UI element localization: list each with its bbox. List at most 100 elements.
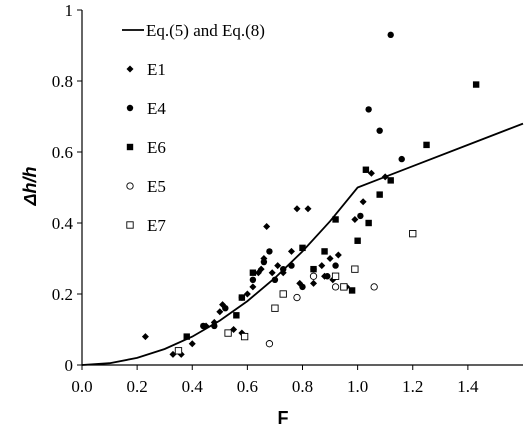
series-E7 [174, 229, 417, 355]
data-point [334, 251, 342, 259]
data-point [249, 276, 257, 283]
x-tick-label: 0.6 [237, 377, 258, 396]
data-point [332, 262, 339, 269]
data-point [268, 269, 276, 277]
data-point [240, 332, 249, 341]
data-point [279, 290, 287, 298]
data-point [362, 166, 370, 173]
data-point [332, 216, 339, 223]
data-point [200, 322, 207, 330]
data-point [351, 265, 359, 273]
legend-label: E5 [147, 177, 166, 196]
data-point [376, 191, 383, 198]
data-point [222, 305, 229, 312]
data-point [188, 340, 196, 348]
data-point [230, 326, 238, 333]
data-point [365, 219, 372, 227]
data-point [249, 283, 257, 291]
data-point [398, 155, 405, 163]
y-tick-label: 1 [65, 1, 74, 20]
data-point [233, 312, 240, 319]
data-point [224, 329, 232, 337]
legend: Eq.(5) and Eq.(8) E1 E4 E6 E5 E7 [122, 21, 265, 235]
data-point [309, 272, 318, 280]
data-point [260, 258, 268, 266]
data-point [318, 262, 326, 270]
data-point [387, 31, 394, 39]
data-point [183, 333, 190, 340]
data-point [472, 81, 480, 88]
y-tick-label: 0.8 [52, 72, 73, 91]
data-point [370, 283, 378, 291]
data-point [359, 198, 367, 206]
series-E6 [183, 81, 480, 340]
legend-label: E1 [147, 60, 166, 79]
data-point [365, 106, 372, 113]
legend-label: E4 [147, 99, 166, 118]
data-point [249, 269, 257, 276]
axes: 0.0 0.2 0.4 0.6 0.8 1.0 1.2 1.4 0 0.2 0.4 0.6 0.8 1 [52, 1, 523, 396]
legend-marker [126, 65, 134, 73]
data-point [321, 248, 328, 255]
data-point [423, 141, 430, 149]
data-point [293, 293, 301, 302]
data-point [387, 177, 394, 184]
data-point [266, 248, 273, 255]
series-E5 [265, 272, 378, 348]
data-point [265, 340, 274, 348]
data-point [216, 308, 224, 316]
y-tick-label: 0.4 [52, 214, 74, 233]
legend-marker [126, 104, 134, 112]
y-axis-title: Δh/h [20, 166, 40, 206]
data-point [287, 247, 295, 255]
y-tick-label: 0.2 [52, 285, 73, 304]
data-point [331, 283, 340, 291]
data-point [211, 322, 218, 330]
data-point [331, 272, 340, 280]
data-point [280, 265, 287, 273]
model-curve-line [81, 122, 524, 366]
y-tick-label: 0.6 [52, 143, 73, 162]
legend-marker [126, 182, 134, 190]
x-tick-label: 1.0 [347, 377, 368, 396]
data-point [271, 276, 279, 283]
data-point [169, 350, 177, 358]
x-tick-label: 1.2 [402, 377, 423, 396]
data-point [299, 283, 306, 291]
data-point [310, 279, 318, 287]
data-point [367, 169, 375, 177]
data-point [357, 212, 364, 220]
data-point [299, 244, 306, 252]
data-point [348, 287, 356, 294]
x-tick-label: 0.0 [71, 377, 92, 396]
data-point [243, 290, 251, 298]
curve-layer [81, 122, 524, 366]
data-point [263, 223, 271, 231]
legend-marker [126, 143, 134, 151]
data-point [351, 215, 359, 223]
legend-label: Eq.(5) and Eq.(8) [146, 21, 265, 40]
data-point [304, 205, 312, 213]
data-point [340, 283, 348, 291]
data-point [326, 255, 334, 262]
data-point [257, 265, 265, 273]
data-point [409, 229, 417, 238]
data-point [288, 262, 295, 269]
legend-label: E6 [147, 138, 166, 157]
x-tick-label: 0.2 [127, 377, 148, 396]
data-point [376, 127, 383, 134]
points-layer [141, 31, 480, 358]
data-point [324, 273, 331, 280]
data-point [271, 304, 279, 312]
legend-label: E7 [147, 216, 166, 235]
x-tick-label: 0.4 [182, 377, 204, 396]
data-point [141, 333, 149, 341]
x-tick-label: 1.4 [457, 377, 479, 396]
data-point [310, 265, 317, 273]
x-axis-title: F [278, 408, 289, 428]
x-tick-label: 0.8 [292, 377, 313, 396]
data-point [354, 237, 361, 244]
data-point [293, 205, 301, 213]
y-tick-label: 0 [65, 356, 74, 375]
